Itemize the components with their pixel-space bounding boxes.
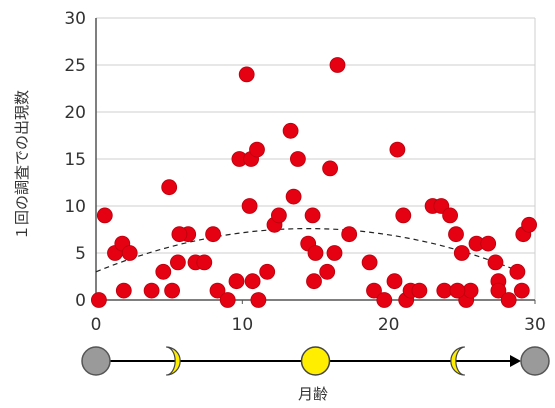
data-point [164,282,181,299]
data-point [143,282,160,299]
data-point [513,282,530,299]
data-point [449,282,466,299]
x-tick-label: 10 [232,315,254,335]
trendline [95,228,521,273]
data-point [228,273,245,290]
data-point [395,207,412,224]
data-point [453,245,470,261]
data-point [341,226,358,243]
y-tick-label: 30 [64,9,86,29]
moon-phase-timeline [81,346,550,376]
x-tick-label: 0 [91,315,102,335]
data-point [490,282,507,299]
axes: 0 5 10 15 20 25 30 0 10 20 30 [64,9,545,335]
data-point [115,282,132,299]
data-point [521,216,537,233]
data-point [285,188,302,205]
new-moon-icon [520,346,550,376]
data-point [270,207,287,224]
data-point [376,292,393,308]
y-tick-label: 5 [75,244,86,264]
data-point [249,141,265,158]
data-points [91,57,537,308]
data-point [480,235,497,252]
data-point [289,151,306,167]
x-tick-label: 20 [378,315,400,335]
data-point [155,263,172,280]
trendline-layer [95,228,521,273]
data-point [259,263,276,280]
data-point [462,282,479,299]
data-point [306,273,322,290]
data-point [411,282,428,299]
new-moon-icon [81,346,111,376]
data-point [322,160,339,177]
data-point [509,263,526,280]
timeline-arrowhead [510,355,521,367]
data-point [366,282,382,299]
data-point [304,207,321,224]
y-axis-label: １回の調査での出現数 [13,90,31,240]
data-point [500,292,517,308]
data-point [196,254,213,271]
data-point [96,207,113,224]
data-point [241,198,258,214]
data-point [250,292,267,308]
data-point [205,226,222,243]
y-tick-label: 10 [64,197,86,217]
data-point [91,292,107,308]
data-point [319,263,336,280]
data-point [442,207,459,224]
first-quarter-moon-icon [166,346,181,376]
data-point [161,179,178,196]
data-point [282,122,299,139]
data-point [487,254,504,271]
data-point [361,254,378,271]
data-point [121,245,138,261]
data-point [209,282,226,299]
full-moon-icon [300,346,331,376]
data-point [169,254,186,271]
data-point [329,57,346,73]
y-tick-label: 25 [64,56,86,76]
grid [96,17,536,300]
x-tick-label: 30 [524,315,546,335]
y-tick-label: 0 [75,291,86,311]
data-point [448,226,464,243]
data-point [171,226,188,243]
data-point [244,273,261,290]
y-tick-label: 20 [64,103,86,123]
last-quarter-moon-icon [450,346,465,376]
data-point [326,245,343,261]
data-point [219,292,236,308]
data-point [386,273,403,290]
data-point [238,66,255,83]
data-point [389,141,406,158]
y-tick-label: 15 [64,150,86,170]
data-point [307,245,324,261]
x-axis-label: 月齢 [298,385,328,403]
